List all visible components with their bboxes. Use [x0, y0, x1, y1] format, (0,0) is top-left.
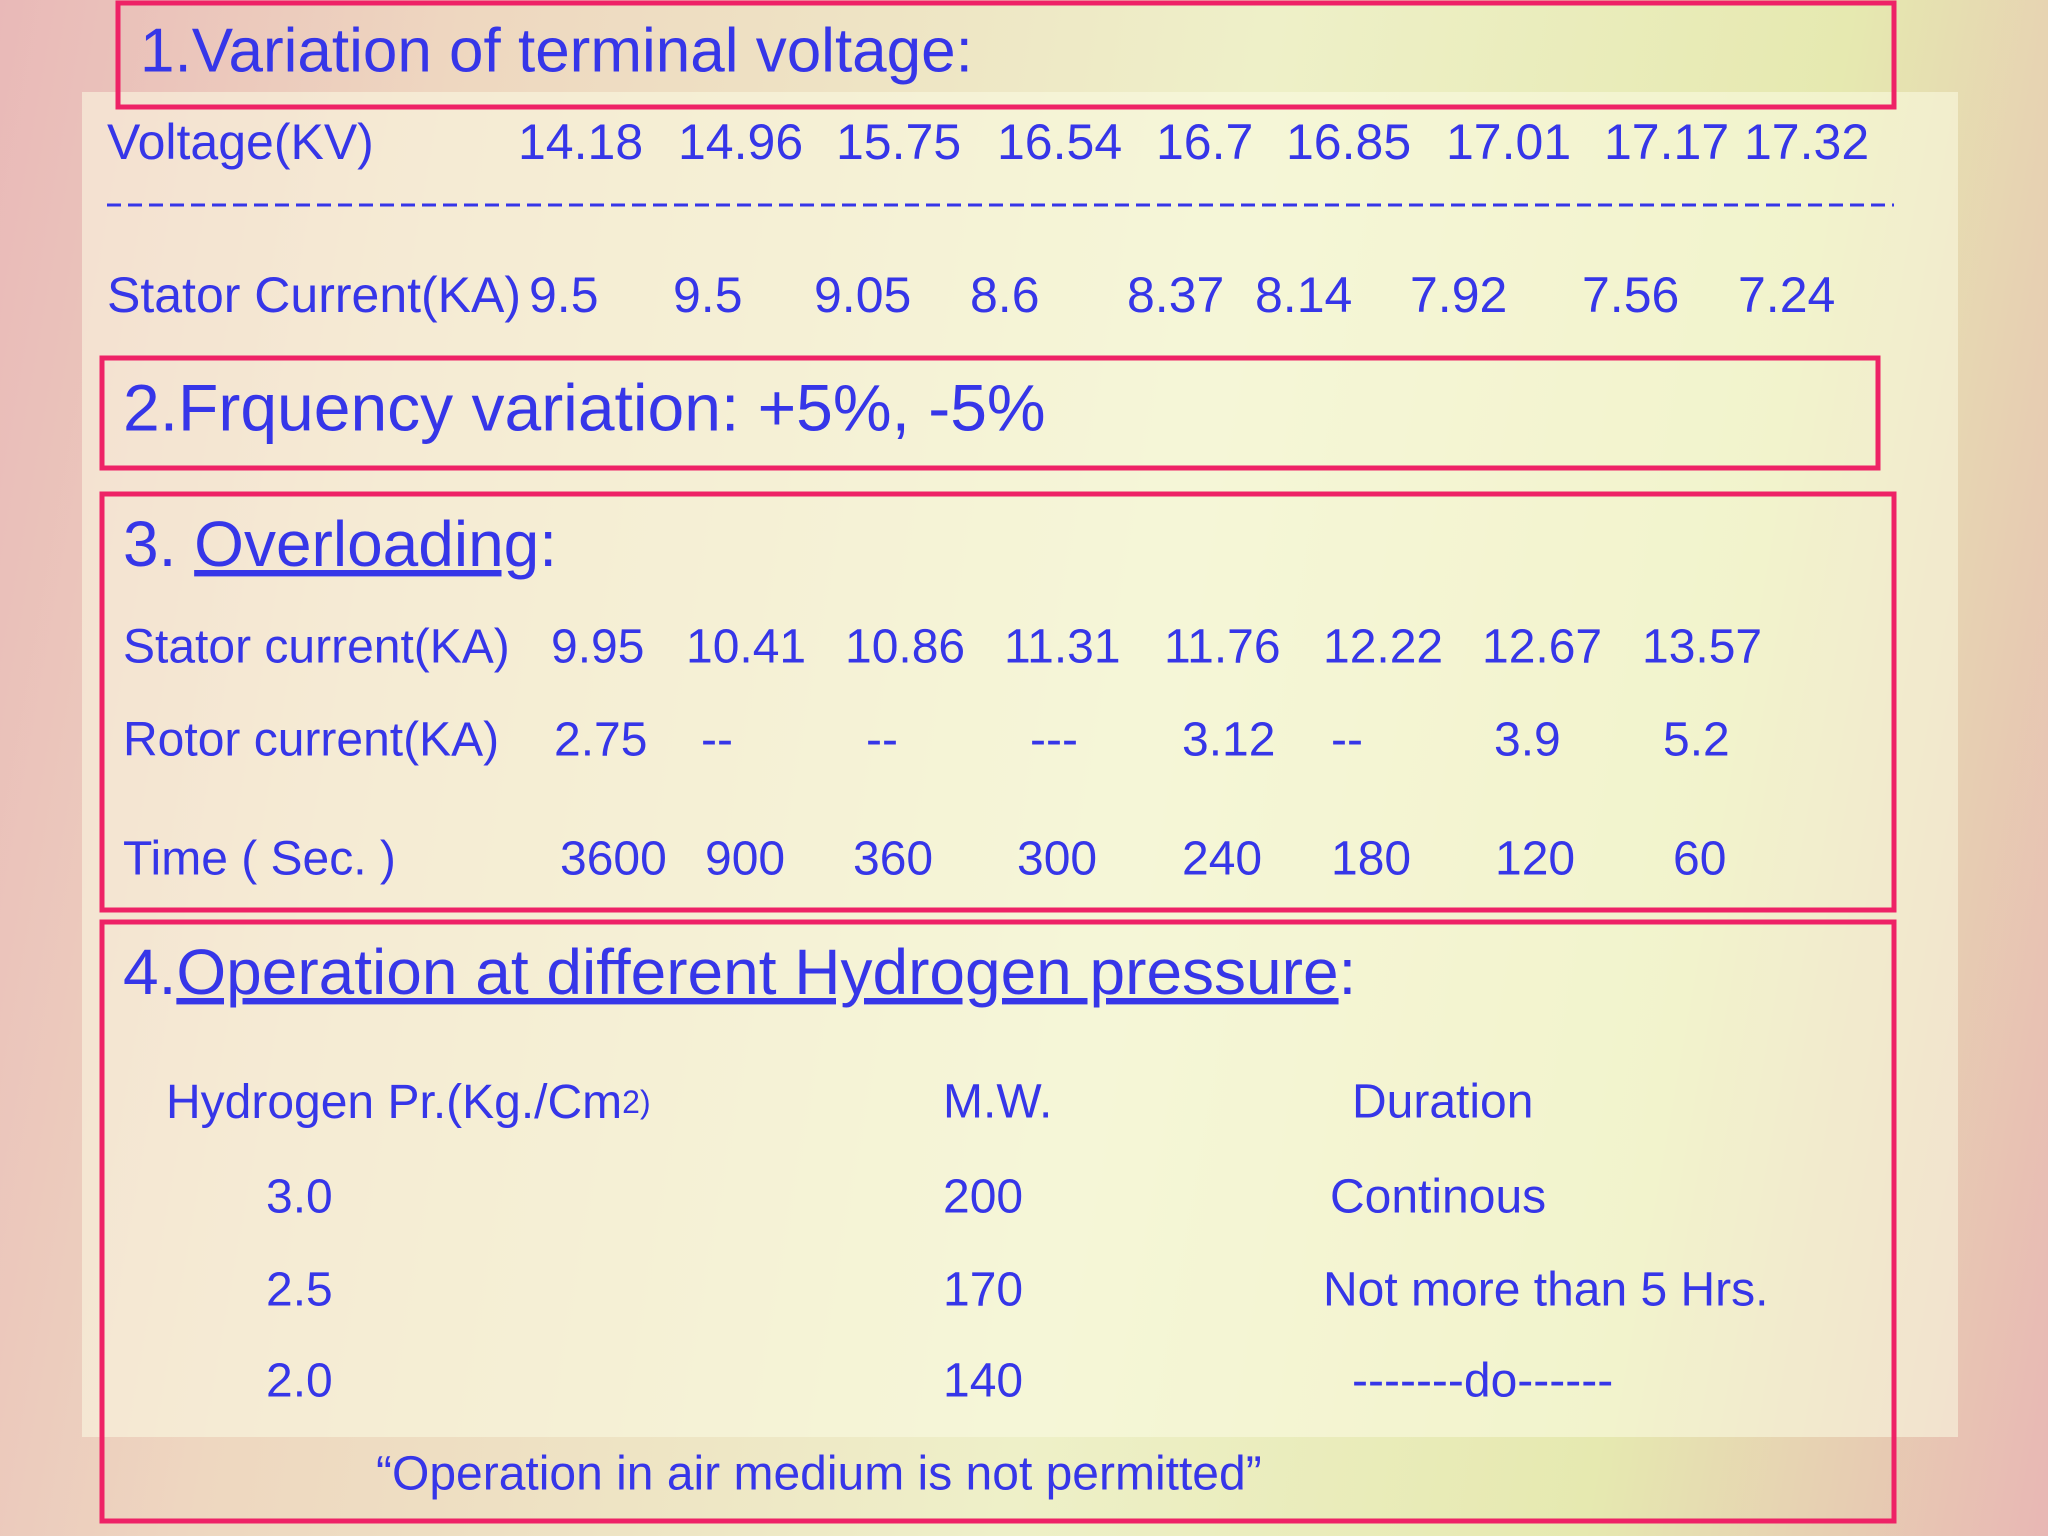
row-value: --- — [1030, 714, 1078, 767]
title-suffix: : — [539, 508, 557, 580]
row-value: 180 — [1331, 833, 1411, 886]
row-value: 9.5 — [673, 267, 743, 323]
row-value: -- — [701, 714, 733, 767]
row-value: 17.01 — [1446, 114, 1571, 170]
section-title: 2.Frquency variation: +5%, -5% — [123, 370, 1046, 444]
row-label: Time ( Sec. ) — [123, 833, 396, 886]
row-value: 14.18 — [518, 114, 643, 170]
row-value: 360 — [853, 833, 933, 886]
section-title: 4.Operation at different Hydrogen pressu… — [123, 936, 1356, 1008]
header-subscript: 2) — [622, 1084, 650, 1120]
row-value: 8.37 — [1127, 267, 1224, 323]
title-prefix: 3. — [123, 508, 194, 580]
row-value: 9.5 — [529, 267, 599, 323]
row-value: 10.41 — [686, 621, 806, 674]
row-value: 17.32 — [1744, 114, 1869, 170]
table-cell: -------do------ — [1352, 1355, 1613, 1408]
row-value: 16.85 — [1286, 114, 1411, 170]
row-value: 17.17 — [1604, 114, 1729, 170]
row-value: 15.75 — [836, 114, 961, 170]
row-value: -- — [1331, 714, 1363, 767]
section-title: 1.Variation of terminal voltage: — [140, 16, 973, 85]
row-value: 8.14 — [1255, 267, 1352, 323]
row-label: Stator current(KA) — [123, 621, 510, 674]
table-header: M.W. — [943, 1076, 1052, 1129]
row-value: 5.2 — [1663, 714, 1730, 767]
row-value: 3.9 — [1494, 714, 1561, 767]
header-cell: Hydrogen Pr.(Kg./Cm — [166, 1076, 622, 1129]
section-box — [99, 491, 1897, 913]
row-label: Rotor current(KA) — [123, 714, 499, 767]
row-value: 2.75 — [554, 714, 647, 767]
row-value: -- — [866, 714, 898, 767]
row-value: 3600 — [560, 833, 667, 886]
row-value: 12.67 — [1482, 621, 1602, 674]
row-value: 11.31 — [1004, 621, 1121, 674]
row-label: Voltage(KV) — [107, 114, 374, 170]
title-suffix: : — [1339, 936, 1357, 1008]
row-value: 16.54 — [997, 114, 1122, 170]
table-cell: 200 — [943, 1171, 1023, 1224]
row-value: 300 — [1017, 833, 1097, 886]
table-cell: Continous — [1330, 1171, 1546, 1224]
row-label: Stator Current(KA) — [107, 267, 521, 323]
row-value: 60 — [1673, 833, 1726, 886]
row-value: 10.86 — [845, 621, 965, 674]
table-cell: 170 — [943, 1264, 1023, 1317]
row-value: 13.57 — [1642, 621, 1762, 674]
note: “Operation in air medium is not permitte… — [376, 1448, 1262, 1501]
row-value: 900 — [705, 833, 785, 886]
row-value: 7.92 — [1410, 267, 1507, 323]
row-value: 9.95 — [551, 621, 644, 674]
section-box — [115, 0, 1897, 110]
title-prefix: 4. — [123, 936, 176, 1008]
row-value: 12.22 — [1323, 621, 1443, 674]
table-cell: 2.0 — [266, 1355, 333, 1408]
section-title: 3. Overloading: — [123, 508, 557, 580]
row-value: 16.7 — [1156, 114, 1253, 170]
table-header: Duration — [1352, 1076, 1533, 1129]
title-underlined: Overloading — [194, 508, 539, 580]
row-value: 14.96 — [678, 114, 803, 170]
row-value: 8.6 — [970, 267, 1040, 323]
table-cell: 140 — [943, 1355, 1023, 1408]
table-header: Hydrogen Pr.(Kg./Cm2) — [166, 1076, 651, 1129]
row-value: 7.24 — [1738, 267, 1835, 323]
panel — [82, 92, 1958, 1437]
table-cell: 3.0 — [266, 1171, 333, 1224]
row-value: 240 — [1182, 833, 1262, 886]
section-box — [99, 355, 1881, 471]
row-value: 3.12 — [1182, 714, 1275, 767]
table-cell: 2.5 — [266, 1264, 333, 1317]
row-value: 120 — [1495, 833, 1575, 886]
row-value: 7.56 — [1582, 267, 1679, 323]
section-box — [99, 919, 1897, 1524]
table-cell: Not more than 5 Hrs. — [1323, 1264, 1769, 1317]
row-value: 11.76 — [1164, 621, 1281, 674]
title-underlined: Operation at different Hydrogen pressure — [176, 936, 1338, 1008]
row-value: 9.05 — [814, 267, 911, 323]
